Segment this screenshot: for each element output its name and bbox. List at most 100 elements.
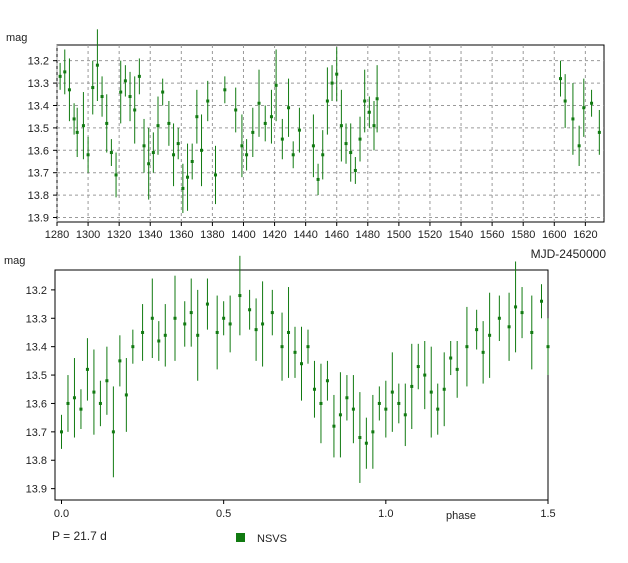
data-point	[306, 345, 310, 349]
data-point	[330, 81, 334, 85]
data-point	[161, 90, 165, 94]
x-tick-label: 1380	[200, 229, 224, 241]
y-tick-label: 13.4	[28, 100, 49, 112]
data-point	[254, 328, 258, 332]
data-point	[367, 110, 371, 114]
x-tick-label: 1.0	[378, 508, 393, 520]
data-point	[59, 430, 63, 434]
x-tick-label: 0.5	[216, 508, 231, 520]
data-point	[81, 124, 85, 128]
bottom-x-axis-ticks: 0.0 0.5 1.0 1.5	[54, 500, 556, 520]
data-point	[85, 367, 89, 371]
data-point	[147, 162, 151, 166]
data-point	[311, 144, 315, 148]
x-tick-label: 1480	[356, 229, 380, 241]
data-point	[100, 95, 104, 99]
data-point	[269, 115, 273, 119]
data-point	[384, 407, 388, 411]
data-point	[287, 330, 291, 334]
data-point	[287, 106, 291, 110]
data-point	[245, 153, 249, 157]
y-tick-label: 13.3	[26, 313, 47, 325]
data-point	[214, 173, 218, 177]
data-point	[481, 350, 485, 354]
data-point	[137, 74, 141, 78]
data-point	[75, 130, 79, 134]
data-point	[270, 311, 274, 315]
data-point	[563, 99, 567, 103]
data-point	[173, 316, 177, 320]
top-y-axis-ticks: 13.2 13.3 13.4 13.5 13.6 13.7 13.8 13.9	[28, 56, 57, 225]
data-point	[222, 316, 226, 320]
data-point	[577, 144, 581, 148]
data-point	[325, 379, 329, 383]
data-point	[163, 333, 167, 337]
bottom-y-axis-ticks: 13.2 13.3 13.4 13.5 13.6 13.7 13.8 13.9	[26, 285, 55, 496]
data-point	[274, 83, 278, 87]
x-tick-label: 1460	[324, 229, 348, 241]
data-point	[390, 390, 394, 394]
data-point	[257, 101, 261, 105]
data-point	[514, 305, 518, 309]
data-point	[119, 90, 123, 94]
data-point	[339, 124, 343, 128]
data-point	[189, 311, 193, 315]
y-tick-label: 13.9	[26, 484, 47, 496]
data-point	[358, 137, 362, 141]
y-tick-label: 13.2	[26, 285, 47, 297]
data-point	[223, 88, 227, 92]
x-tick-label: 0.0	[54, 508, 69, 520]
phase-plot: 13.2 13.3 13.4 13.5 13.6 13.7 13.8 13.9 0.0 0.5 1…	[4, 255, 556, 522]
legend-label: NSVS	[257, 533, 287, 545]
data-point	[150, 316, 154, 320]
data-point	[263, 121, 267, 125]
data-point	[248, 308, 252, 312]
data-point	[67, 88, 71, 92]
data-point	[280, 137, 284, 141]
data-point	[358, 436, 362, 440]
y-tick-label: 13.6	[26, 398, 47, 410]
data-point	[114, 173, 118, 177]
data-point	[436, 407, 440, 411]
data-point	[141, 330, 145, 334]
data-point	[293, 350, 297, 354]
data-point	[58, 74, 62, 78]
x-tick-label: 1400	[231, 229, 255, 241]
data-point	[403, 413, 407, 417]
data-point	[105, 121, 109, 125]
data-point	[312, 387, 316, 391]
data-point	[92, 390, 96, 394]
data-point	[280, 345, 284, 349]
y-tick-label: 13.8	[26, 455, 47, 467]
data-point	[205, 302, 209, 306]
y-tick-label: 13.6	[28, 145, 49, 157]
bottom-plot-frame	[54, 269, 549, 501]
top-x-axis-ticks: 1280 1300 1320 1340 1360 1380 1400 1420 1440 1460…	[45, 222, 598, 241]
data-point	[377, 401, 381, 405]
data-point	[349, 151, 353, 155]
x-tick-label: 1520	[418, 229, 442, 241]
data-point	[353, 168, 357, 172]
data-point	[571, 117, 575, 121]
data-point	[455, 367, 459, 371]
data-point	[240, 144, 244, 148]
data-point	[497, 316, 501, 320]
top-y-axis-label: mag	[6, 32, 27, 44]
data-point	[72, 396, 76, 400]
y-tick-label: 13.9	[28, 213, 49, 225]
top-grid	[56, 45, 604, 222]
data-point	[344, 142, 348, 146]
x-tick-label: 1560	[480, 229, 504, 241]
data-point	[261, 322, 265, 326]
data-point	[128, 95, 132, 99]
data-point	[111, 430, 115, 434]
data-point	[442, 387, 446, 391]
data-point	[228, 322, 232, 326]
data-point	[181, 186, 185, 190]
data-point	[183, 322, 187, 326]
data-point	[300, 362, 303, 366]
data-point	[215, 330, 219, 334]
x-tick-label: 1340	[138, 229, 162, 241]
data-point	[372, 124, 376, 128]
data-point	[410, 384, 414, 388]
